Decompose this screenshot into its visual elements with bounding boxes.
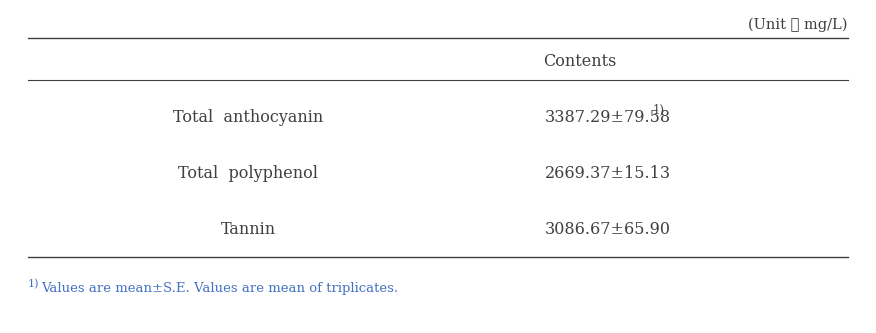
Text: Total  anthocyanin: Total anthocyanin [173,109,323,126]
Text: 1): 1) [653,104,665,117]
Text: 2669.37±15.13: 2669.37±15.13 [545,165,671,181]
Text: 3086.67±65.90: 3086.67±65.90 [545,220,671,237]
Text: (Unit ： mg/L): (Unit ： mg/L) [748,18,848,32]
Text: Tannin: Tannin [221,220,276,237]
Text: 1): 1) [28,279,39,289]
Text: Total  polyphenol: Total polyphenol [178,165,318,181]
Text: Values are mean±S.E. Values are mean of triplicates.: Values are mean±S.E. Values are mean of … [41,282,398,295]
Text: 3387.29±79.58: 3387.29±79.58 [545,109,671,126]
Text: Contents: Contents [543,54,617,71]
